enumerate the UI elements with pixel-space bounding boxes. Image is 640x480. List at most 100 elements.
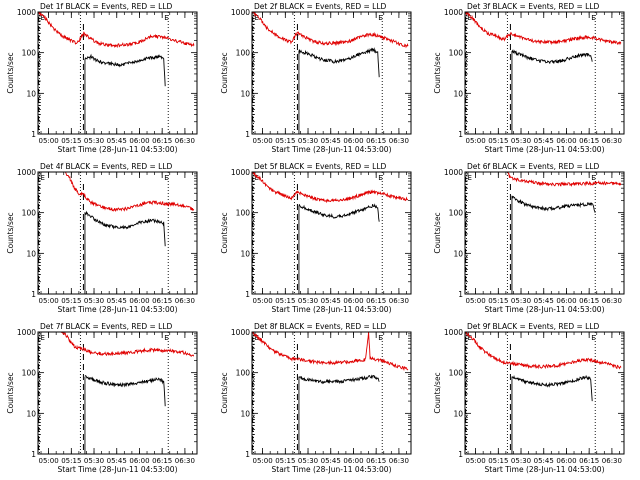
x-axis-label: Start Time (28-Jun-11 04:53:00)	[272, 145, 392, 154]
y-tick-label: 10	[26, 89, 36, 98]
x-tick-label: 05:15	[275, 297, 295, 305]
panel-title: Det 9f BLACK = Events, RED = LLD	[467, 322, 600, 331]
x-tick-label: 06:00	[129, 457, 149, 465]
plot-frame	[464, 331, 625, 455]
y-tick-label: 100	[22, 49, 37, 58]
e-marker-label: E	[255, 14, 259, 22]
x-tick-label: 05:15	[488, 297, 508, 305]
x-tick-label: 06:30	[175, 137, 195, 145]
panel-det-8: Det 8f BLACK = Events, RED = LLD 1 10 100 10…	[220, 322, 412, 474]
x-tick-label: 05:00	[39, 297, 59, 305]
lld-series-line	[38, 12, 195, 49]
x-tick-label: 05:45	[107, 457, 127, 465]
e-marker-label: E	[468, 334, 472, 342]
e-marker-label: E	[468, 174, 472, 182]
x-tick-label: 05:00	[466, 457, 486, 465]
y-axis-label: Counts/sec	[433, 52, 442, 93]
x-axis-label: Start Time (28-Jun-11 04:53:00)	[58, 145, 178, 154]
panel-det-1: Det 1f BLACK = Events, RED = LLD 1 10 100 10…	[6, 2, 198, 154]
x-axis-label: Start Time (28-Jun-11 04:53:00)	[58, 465, 178, 474]
x-tick-label: 06:30	[175, 297, 195, 305]
x-tick-label: 05:45	[107, 297, 127, 305]
lld-series-line	[252, 332, 409, 372]
x-tick-label: 06:00	[556, 457, 576, 465]
x-tick-label: 06:15	[366, 297, 386, 305]
y-tick-label: 1000	[17, 328, 36, 337]
x-axis-label: Start Time (28-Jun-11 04:53:00)	[58, 305, 178, 314]
plot-frame	[251, 331, 412, 455]
x-axis-label: Start Time (28-Jun-11 04:53:00)	[272, 305, 392, 314]
panel-det-3: Det 3f BLACK = Events, RED = LLD 1 10 100 10…	[433, 2, 625, 154]
y-axis-label: Counts/sec	[220, 52, 229, 93]
x-tick-label: 06:00	[556, 297, 576, 305]
x-tick-label: 05:30	[84, 297, 104, 305]
events-series-line	[511, 49, 593, 65]
y-tick-label: 10	[453, 409, 463, 418]
x-tick-label: 05:45	[321, 457, 341, 465]
panel-title: Det 3f BLACK = Events, RED = LLD	[467, 2, 600, 11]
plot-frame	[37, 171, 198, 295]
x-axis-label: Start Time (28-Jun-11 04:53:00)	[485, 305, 605, 314]
y-tick-label: 100	[236, 49, 251, 58]
panel-det-9: Det 9f BLACK = Events, RED = LLD 1 10 100 10…	[433, 322, 625, 474]
e-marker-label: E	[255, 334, 259, 342]
x-tick-label: 06:00	[343, 137, 363, 145]
y-tick-label: 1	[458, 290, 463, 299]
x-tick-label: 05:15	[61, 137, 81, 145]
x-tick-label: 06:30	[389, 457, 409, 465]
x-tick-label: 06:15	[579, 137, 599, 145]
x-tick-label: 05:00	[39, 457, 59, 465]
y-tick-label: 1000	[231, 168, 250, 177]
plot-frame	[251, 171, 412, 295]
x-tick-label: 06:00	[129, 137, 149, 145]
plot-frame	[37, 331, 198, 455]
y-tick-label: 100	[449, 369, 464, 378]
panel-title: Det 2f BLACK = Events, RED = LLD	[254, 2, 387, 11]
e-marker-label: E	[468, 14, 472, 22]
lld-series-line	[38, 172, 195, 213]
x-tick-label: 05:15	[488, 137, 508, 145]
panel-title: Det 6f BLACK = Events, RED = LLD	[467, 162, 600, 171]
x-tick-label: 05:00	[466, 297, 486, 305]
y-tick-label: 1000	[231, 328, 250, 337]
y-tick-label: 100	[236, 209, 251, 218]
e-marker-label: E	[41, 174, 45, 182]
x-axis-label: Start Time (28-Jun-11 04:53:00)	[485, 145, 605, 154]
y-axis-label: Counts/sec	[6, 52, 15, 93]
y-tick-label: 1000	[231, 8, 250, 17]
panel-det-5: Det 5f BLACK = Events, RED = LLD 1 10 100 10…	[220, 162, 412, 314]
y-tick-label: 100	[236, 369, 251, 378]
lld-series-line	[252, 12, 409, 49]
e-marker-label: E	[164, 334, 168, 342]
e-marker-label: E	[255, 174, 259, 182]
y-tick-label: 1	[31, 130, 36, 139]
y-tick-label: 100	[22, 209, 37, 218]
y-tick-label: 10	[26, 409, 36, 418]
x-tick-label: 06:15	[366, 137, 386, 145]
e-marker-label: E	[591, 174, 595, 182]
events-series-line	[84, 210, 166, 247]
panel-det-4: Det 4f BLACK = Events, RED = LLD 1 10 100 10…	[6, 162, 198, 314]
x-tick-label: 05:15	[275, 137, 295, 145]
x-tick-label: 05:45	[321, 137, 341, 145]
e-marker-label: E	[41, 334, 45, 342]
x-tick-label: 05:30	[511, 297, 531, 305]
y-tick-label: 1000	[444, 168, 463, 177]
panel-title: Det 5f BLACK = Events, RED = LLD	[254, 162, 387, 171]
x-tick-label: 06:15	[366, 457, 386, 465]
y-tick-label: 100	[449, 49, 464, 58]
panel-det-7: Det 7f BLACK = Events, RED = LLD 1 10 100 10…	[6, 322, 198, 474]
x-tick-label: 05:15	[61, 297, 81, 305]
events-series-line	[298, 47, 380, 78]
x-tick-label: 06:30	[175, 457, 195, 465]
x-tick-label: 06:00	[556, 137, 576, 145]
x-tick-label: 06:30	[389, 297, 409, 305]
events-series-line	[298, 374, 380, 385]
e-marker-label: E	[378, 334, 382, 342]
e-marker-label: E	[164, 174, 168, 182]
y-tick-label: 1000	[17, 8, 36, 17]
y-axis-label: Counts/sec	[220, 212, 229, 253]
